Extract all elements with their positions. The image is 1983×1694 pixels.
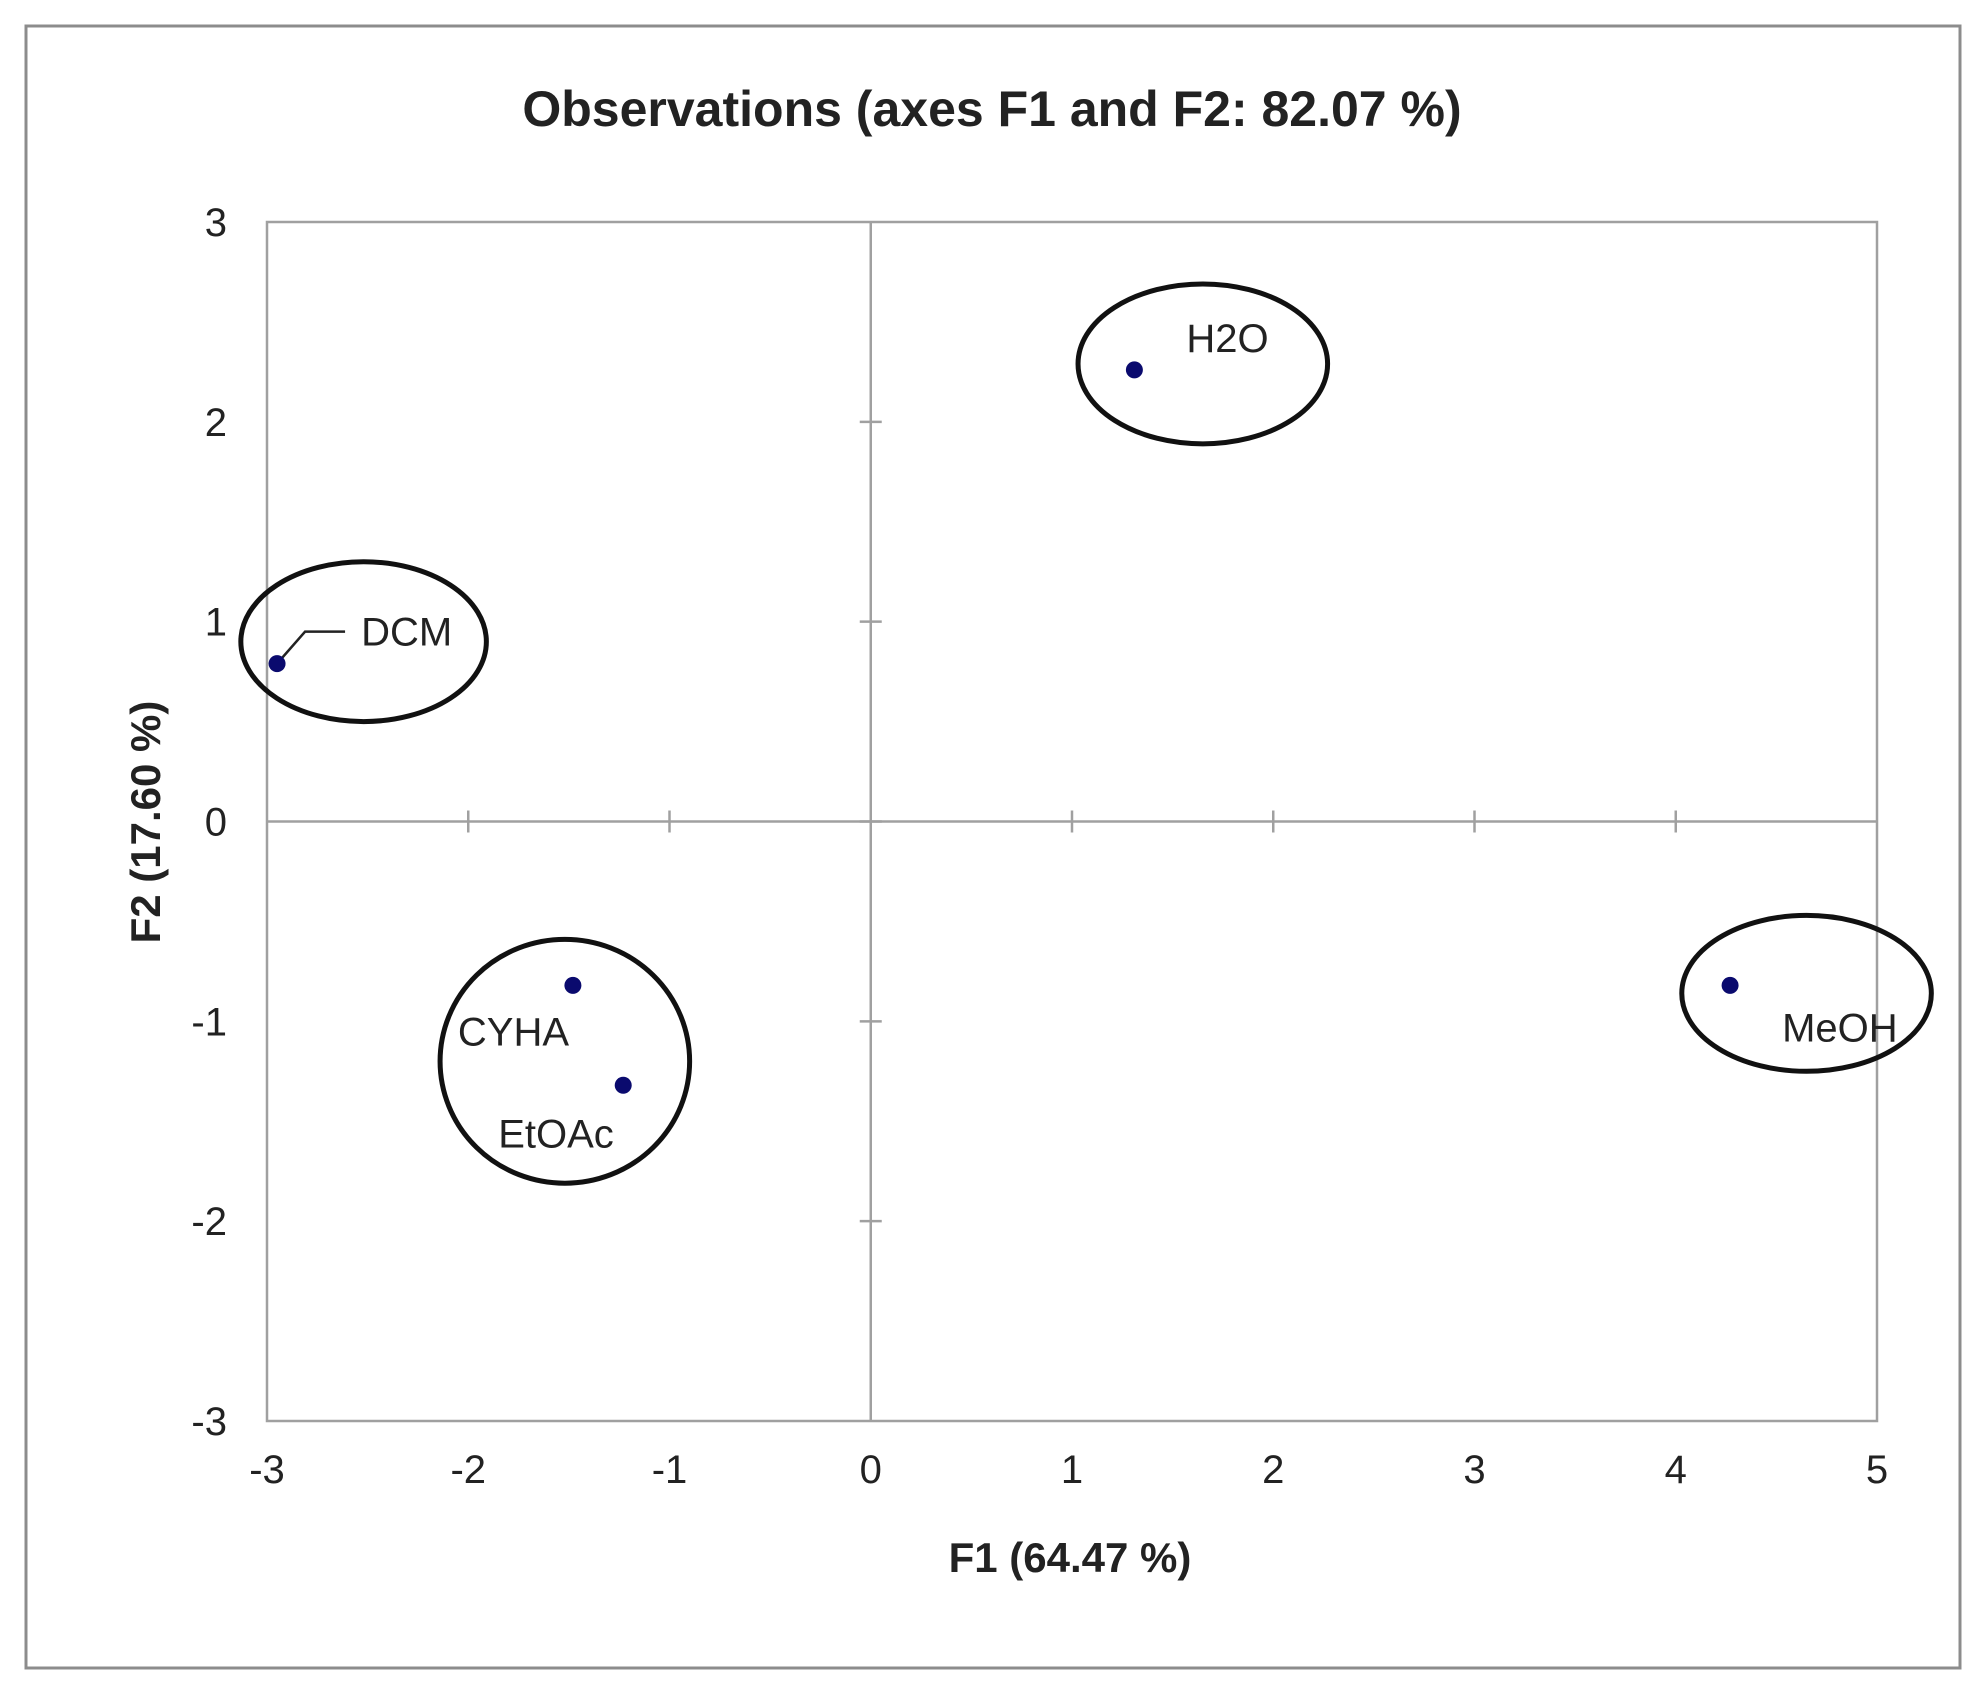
group-ellipse xyxy=(1075,281,1331,447)
point-label: CYHA xyxy=(458,1010,569,1054)
data-point xyxy=(1721,976,1739,994)
y-tick-label: 1 xyxy=(205,601,227,645)
point-label: EtOAc xyxy=(498,1112,614,1156)
x-tick-label: 5 xyxy=(1866,1448,1888,1492)
x-tick-label: -1 xyxy=(652,1448,688,1492)
y-tick-label: -1 xyxy=(191,1000,227,1044)
point-label: H2O xyxy=(1186,317,1268,361)
y-tick-label: 3 xyxy=(205,201,227,245)
x-tick-label: 3 xyxy=(1463,1448,1485,1492)
x-tick-label: 0 xyxy=(860,1448,882,1492)
y-tick-label: -3 xyxy=(191,1400,227,1444)
group-ellipse xyxy=(238,559,489,725)
point-label: DCM xyxy=(361,611,452,655)
point-leader-line xyxy=(276,630,346,665)
chart-title: Observations (axes F1 and F2: 82.07 %) xyxy=(522,81,1461,137)
plot-area: -3 -2 -1 0 1 2 3 4 5 -3 -2 -1 0 1 2 3 H2O DCM CYHA EtOAc MeO… xyxy=(191,201,1934,1492)
y-axis-label: F2 (17.60 %) xyxy=(122,701,169,944)
outer-frame xyxy=(24,24,1962,1670)
y-tick-label: 0 xyxy=(205,801,227,845)
data-point xyxy=(564,976,582,994)
x-tick-label: 2 xyxy=(1262,1448,1284,1492)
group-ellipse xyxy=(1679,912,1934,1074)
data-point xyxy=(614,1076,632,1094)
x-tick-label: -3 xyxy=(249,1448,285,1492)
group-ellipse xyxy=(437,936,693,1186)
data-point xyxy=(268,655,286,673)
point-label: MeOH xyxy=(1782,1006,1898,1050)
data-point xyxy=(1125,361,1143,379)
x-tick-label: -2 xyxy=(450,1448,486,1492)
x-tick-label: 4 xyxy=(1665,1448,1687,1492)
y-tick-label: -2 xyxy=(191,1200,227,1244)
x-tick-label: 1 xyxy=(1061,1448,1083,1492)
x-axis-label: F1 (64.47 %) xyxy=(949,1534,1192,1581)
y-tick-label: 2 xyxy=(205,401,227,445)
